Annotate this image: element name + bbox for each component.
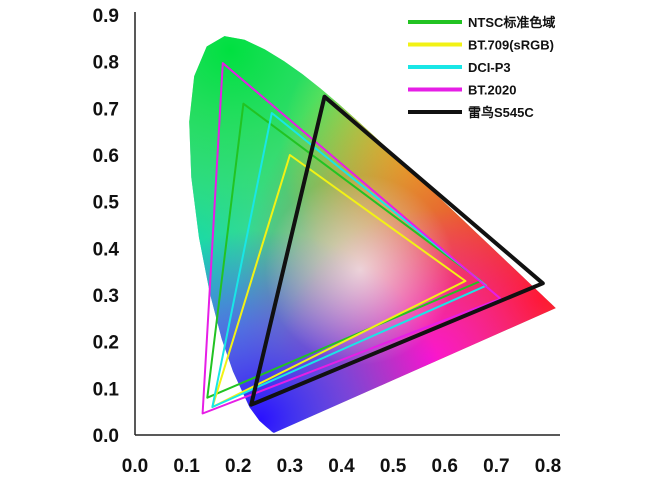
legend-item: BT.2020	[408, 83, 516, 98]
x-tick-label: 0.4	[328, 456, 355, 477]
legend-item: 雷鸟S545C	[408, 105, 534, 120]
legend-label: 雷鸟S545C	[468, 105, 534, 120]
gamut-triangle-2	[211, 154, 467, 408]
y-tick-label: 0.8	[93, 53, 119, 74]
x-axis-ticks: 0.0 0.1 0.2 0.3 0.4 0.5 0.6 0.7 0.8	[122, 456, 561, 477]
y-axis-ticks: 0.0 0.1 0.2 0.3 0.4 0.5 0.6 0.7 0.8 0.9	[93, 6, 120, 447]
gamut-triangle-5	[249, 94, 545, 407]
x-tick-label: 0.8	[535, 456, 561, 477]
legend: NTSC标准色域 BT.709(sRGB) DCI-P3 BT.2020 雷鸟S545C	[408, 15, 555, 120]
legend-label: BT.2020	[468, 83, 516, 98]
legend-item: DCI-P3	[408, 60, 511, 75]
x-tick-label: 0.6	[432, 456, 458, 477]
legend-label: NTSC标准色域	[468, 15, 555, 30]
y-tick-label: 0.6	[93, 146, 119, 167]
gamut-triangle-3	[211, 112, 488, 408]
y-tick-label: 0.3	[93, 286, 119, 307]
x-tick-label: 0.0	[122, 456, 148, 477]
x-tick-label: 0.2	[225, 456, 251, 477]
y-tick-label: 0.2	[93, 333, 119, 354]
gamut-triangle-1	[206, 102, 482, 399]
axes: 0.0 0.1 0.2 0.3 0.4 0.5 0.6 0.7 0.8 0.0 0.1 0.2 0.3…	[93, 6, 562, 477]
y-tick-label: 0.5	[93, 193, 120, 214]
y-tick-label: 0.9	[93, 6, 119, 27]
x-tick-label: 0.7	[483, 456, 509, 477]
x-tick-label: 0.5	[380, 456, 407, 477]
y-tick-label: 0.4	[93, 239, 120, 260]
legend-item: BT.709(sRGB)	[408, 38, 554, 53]
x-tick-label: 0.3	[277, 456, 303, 477]
legend-label: BT.709(sRGB)	[468, 38, 554, 53]
y-tick-label: 0.7	[93, 99, 119, 120]
y-tick-label: 0.0	[93, 426, 119, 447]
gamut-triangles	[201, 62, 545, 415]
legend-label: DCI-P3	[468, 60, 511, 75]
legend-item: NTSC标准色域	[408, 15, 555, 30]
x-tick-label: 0.1	[173, 456, 200, 477]
y-tick-label: 0.1	[93, 379, 120, 400]
gamut-triangle-4	[201, 62, 502, 415]
